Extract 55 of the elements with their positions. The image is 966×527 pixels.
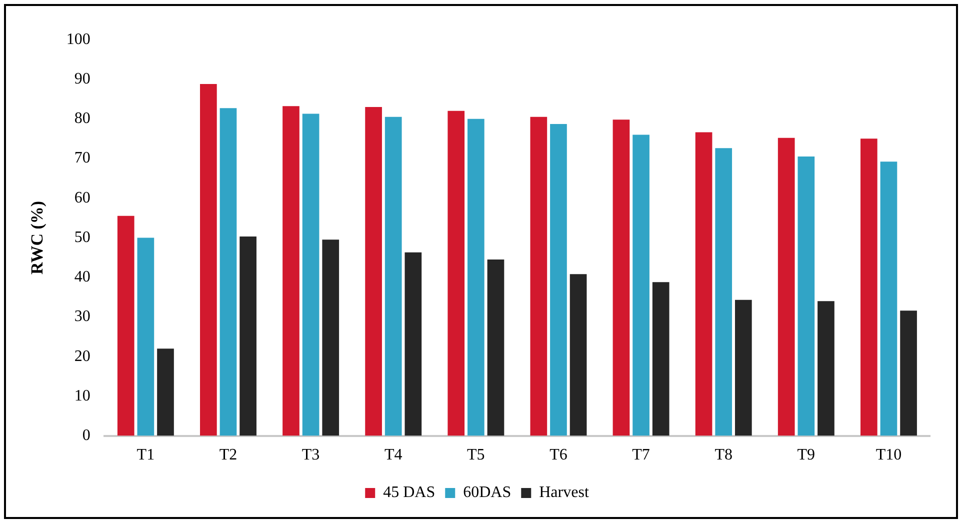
x-tick-label: T5 — [467, 446, 485, 464]
y-tick-label: 10 — [74, 387, 90, 404]
y-tick-label: 50 — [74, 228, 90, 246]
bar — [880, 162, 898, 436]
bar — [860, 138, 878, 436]
y-tick-label: 20 — [74, 348, 90, 365]
x-tick-label: T2 — [219, 446, 238, 464]
bar — [734, 300, 752, 436]
y-tick-label: 70 — [74, 150, 90, 167]
bar — [695, 132, 712, 436]
x-tick-label: T7 — [632, 446, 650, 464]
bar — [448, 110, 465, 436]
bar — [530, 116, 548, 436]
bar — [322, 240, 340, 436]
bar — [550, 124, 567, 436]
bar — [240, 236, 256, 436]
bar — [778, 138, 795, 436]
bar — [900, 310, 917, 436]
bar — [137, 238, 154, 436]
y-tick-label: 60 — [74, 189, 90, 206]
x-tick-label: T8 — [714, 446, 732, 464]
x-tick-label: T10 — [876, 446, 902, 464]
bar — [220, 108, 237, 436]
bar — [384, 116, 402, 436]
bar — [612, 120, 630, 436]
bar — [468, 118, 484, 436]
bar — [487, 259, 504, 436]
bar — [157, 348, 174, 436]
y-tick-label: 40 — [74, 268, 90, 286]
legend-label: Harvest — [539, 484, 590, 502]
y-tick-label: 0 — [82, 427, 90, 444]
bar — [632, 134, 650, 436]
bar — [798, 156, 815, 436]
legend-label: 45 DAS — [383, 484, 436, 502]
y-tick-label: 100 — [66, 30, 90, 48]
bar — [282, 106, 300, 436]
x-tick-label: T4 — [384, 446, 402, 464]
bar — [117, 216, 134, 436]
legend-label: 60DAS — [463, 484, 512, 502]
x-tick-label: T6 — [550, 446, 568, 464]
x-tick-label: T3 — [302, 446, 320, 464]
bar — [715, 148, 732, 436]
y-tick-label: 90 — [74, 70, 90, 88]
bar — [570, 274, 587, 436]
bar — [818, 301, 834, 436]
x-tick-label: T1 — [136, 446, 155, 464]
bar — [200, 84, 217, 436]
y-axis-title: RWC (%) — [28, 200, 47, 274]
bar — [302, 114, 320, 436]
bar — [652, 282, 670, 436]
bar — [404, 252, 422, 436]
x-tick-label: T9 — [797, 446, 816, 464]
y-tick-label: 80 — [74, 110, 90, 128]
y-tick-label: 30 — [74, 308, 90, 326]
bar — [365, 106, 382, 436]
